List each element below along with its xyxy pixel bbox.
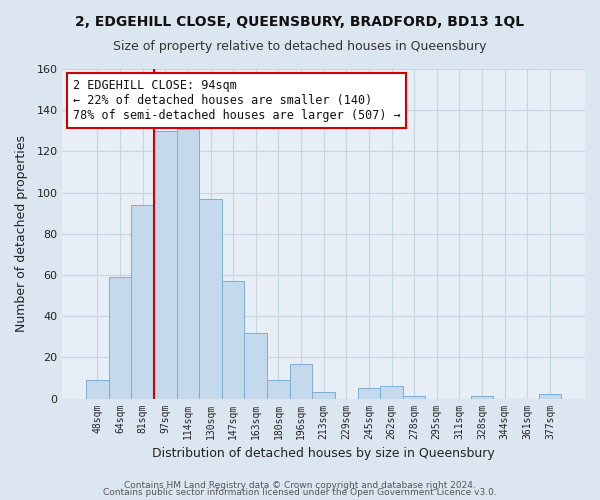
Bar — [176, 128, 199, 398]
Text: 2, EDGEHILL CLOSE, QUEENSBURY, BRADFORD, BD13 1QL: 2, EDGEHILL CLOSE, QUEENSBURY, BRADFORD,… — [76, 15, 524, 29]
Bar — [109, 277, 131, 398]
Text: Contains public sector information licensed under the Open Government Licence v3: Contains public sector information licen… — [103, 488, 497, 497]
Y-axis label: Number of detached properties: Number of detached properties — [15, 136, 28, 332]
Text: Size of property relative to detached houses in Queensbury: Size of property relative to detached ho… — [113, 40, 487, 53]
Text: 2 EDGEHILL CLOSE: 94sqm
← 22% of detached houses are smaller (140)
78% of semi-d: 2 EDGEHILL CLOSE: 94sqm ← 22% of detache… — [73, 79, 401, 122]
Bar — [199, 199, 222, 398]
X-axis label: Distribution of detached houses by size in Queensbury: Distribution of detached houses by size … — [152, 447, 495, 460]
Bar — [131, 205, 154, 398]
Bar — [267, 380, 290, 398]
Bar — [244, 332, 267, 398]
Bar — [539, 394, 561, 398]
Text: Contains HM Land Registry data © Crown copyright and database right 2024.: Contains HM Land Registry data © Crown c… — [124, 480, 476, 490]
Bar — [313, 392, 335, 398]
Bar — [222, 281, 244, 398]
Bar — [154, 131, 176, 398]
Bar — [358, 388, 380, 398]
Bar — [471, 396, 493, 398]
Bar — [86, 380, 109, 398]
Bar — [380, 386, 403, 398]
Bar — [403, 396, 425, 398]
Bar — [290, 364, 313, 398]
